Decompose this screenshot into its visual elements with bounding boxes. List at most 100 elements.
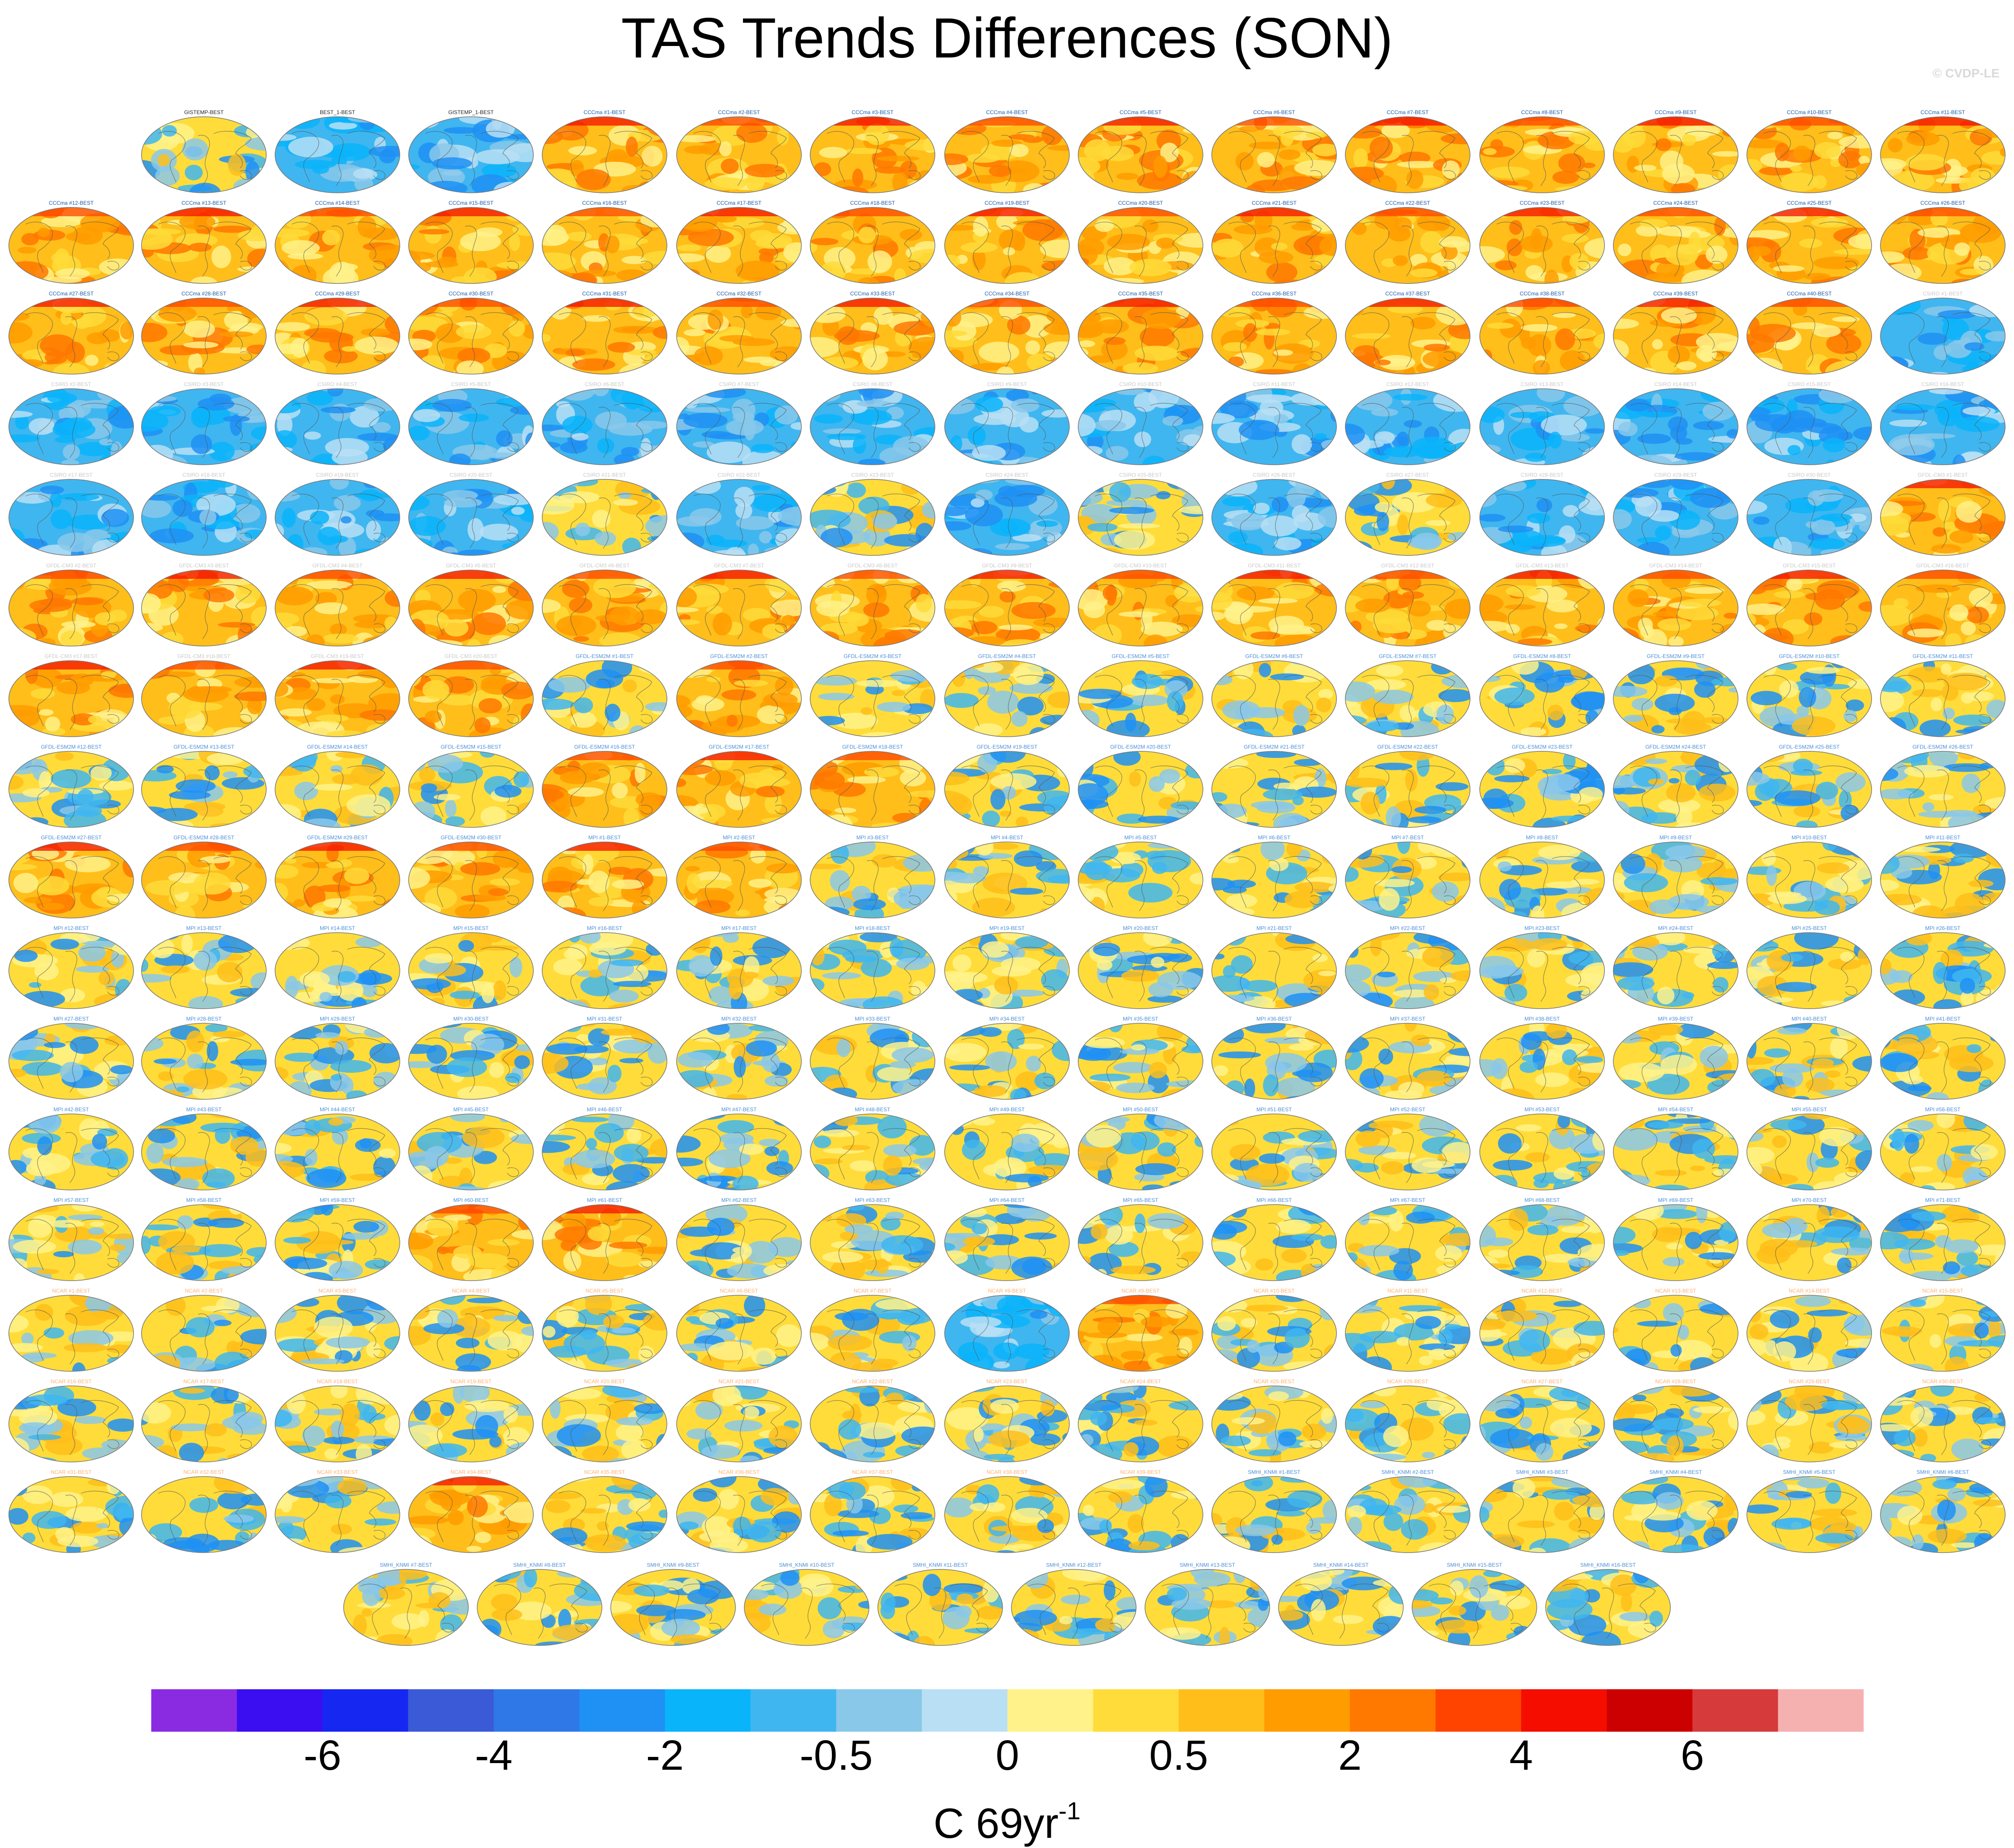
arctic-warming-band — [142, 207, 266, 216]
map-anomaly-patch — [1078, 689, 1122, 699]
map-panel-svg — [1880, 479, 2006, 556]
map-anomaly-patch — [1753, 516, 1770, 525]
map-panel: CSIRO #16-BEST — [1880, 381, 2006, 469]
map-panel-svg — [1078, 479, 1203, 556]
panel-title: CSIRO #27-BEST — [1386, 472, 1429, 478]
map-anomaly-patch — [1212, 661, 1221, 666]
map-anomaly-patch — [831, 268, 846, 276]
map-anomaly-patch — [865, 123, 889, 145]
map-panel-svg — [944, 751, 1070, 828]
map-anomaly-patch — [1410, 317, 1436, 329]
map-outline — [1479, 116, 1605, 193]
map-panel: CSIRO #6-BEST — [541, 381, 668, 469]
map-panel: CCCma #1-BEST — [541, 109, 668, 197]
map-anomaly-patch — [333, 495, 361, 511]
map-anomaly-patch — [1345, 720, 1359, 737]
map-anomaly-patch — [1412, 532, 1442, 550]
map-anomaly-patch — [945, 454, 957, 465]
map-anomaly-patch — [503, 361, 525, 370]
coastline — [1043, 351, 1055, 361]
map-anomaly-patch — [877, 702, 911, 712]
map-anomaly-patch — [145, 880, 188, 895]
map-outline — [275, 116, 400, 193]
map-panel-svg — [408, 207, 534, 284]
map-outline — [408, 298, 534, 375]
map-anomaly-patch — [1480, 514, 1506, 522]
map-anomaly-patch — [360, 328, 391, 337]
map-anomaly-patch — [1904, 765, 1950, 778]
map-anomaly-patch — [1311, 217, 1336, 232]
map-anomaly-patch — [1260, 515, 1298, 537]
map-anomaly-patch — [1424, 344, 1450, 352]
coastline — [559, 131, 586, 183]
map-anomaly-patch — [1651, 725, 1665, 734]
map-anomaly-patch — [834, 807, 857, 813]
panel-title: GFDL-ESM2M #21-BEST — [1244, 744, 1305, 750]
map-anomaly-patch — [474, 717, 491, 733]
map-anomaly-patch — [873, 306, 893, 325]
map-anomaly-patch — [211, 245, 231, 268]
map-anomaly-patch — [966, 153, 1000, 163]
map-anomaly-patch — [1317, 909, 1336, 916]
panel-title: GFDL-ESM2M #18-BEST — [842, 744, 903, 750]
map-anomaly-patch — [1079, 453, 1094, 465]
map-anomaly-patch — [1883, 263, 1922, 282]
coastline — [1310, 351, 1322, 361]
map-anomaly-patch — [570, 160, 584, 177]
map-anomaly-patch — [114, 933, 134, 939]
panel-title: GFDL-ESM2M #7-BEST — [1378, 653, 1437, 659]
map-anomaly-patch — [218, 933, 257, 953]
map-anomaly-patch — [1082, 298, 1105, 310]
map-anomaly-patch — [569, 272, 597, 283]
map-panel: CCCma #32-BEST — [676, 290, 802, 379]
panel-title: GFDL-ESM2M #15-BEST — [440, 744, 502, 750]
map-panel: CCCma #28-BEST — [141, 290, 267, 379]
map-panel-svg — [408, 116, 534, 193]
map-anomaly-patch — [413, 549, 432, 555]
map-anomaly-patch — [893, 436, 930, 456]
map-anomaly-patch — [904, 139, 935, 151]
map-panel: GFDL-ESM2M #1-BEST — [541, 653, 668, 741]
arctic-warming-band — [275, 298, 400, 307]
map-anomaly-patch — [1480, 635, 1502, 646]
coastline — [1134, 316, 1147, 367]
coastline — [1417, 131, 1455, 168]
map-anomaly-patch — [416, 117, 431, 120]
map-anomaly-patch — [433, 399, 472, 412]
arctic-warming-band — [542, 207, 667, 216]
map-anomaly-patch — [219, 331, 253, 337]
map-anomaly-patch — [1369, 137, 1393, 159]
map-panel-svg — [141, 842, 267, 918]
map-anomaly-patch — [988, 165, 1012, 177]
map-panel: MPI #10-BEST — [1746, 834, 1872, 922]
map-panel: CSIRO #2-BEST — [8, 381, 134, 469]
coastline — [1176, 260, 1189, 271]
map-anomaly-patch — [364, 398, 400, 412]
map-panel-svg — [1078, 570, 1203, 647]
map-anomaly-patch — [1444, 820, 1470, 827]
map-anomaly-patch — [1078, 340, 1095, 348]
map-panel: CSIRO #1-BEST — [1880, 290, 2006, 379]
map-anomaly-patch — [1084, 139, 1111, 161]
arctic-warming-band — [409, 570, 533, 579]
coastline — [866, 316, 879, 367]
map-anomaly-patch — [1666, 783, 1696, 803]
panel-title: CCCma #16-BEST — [582, 200, 627, 206]
map-anomaly-patch — [246, 298, 266, 302]
map-anomaly-patch — [996, 366, 1014, 374]
map-anomaly-patch — [189, 276, 218, 283]
map-anomaly-patch — [542, 880, 578, 893]
map-anomaly-patch — [1439, 236, 1467, 248]
coastline — [733, 226, 745, 277]
map-anomaly-patch — [60, 311, 72, 325]
map-panel-svg — [1345, 479, 1470, 556]
map-panel-svg — [275, 842, 400, 918]
map-anomaly-patch — [241, 302, 261, 319]
map-anomaly-patch — [24, 550, 45, 555]
map-anomaly-patch — [493, 494, 533, 505]
map-anomaly-patch — [714, 215, 737, 223]
map-anomaly-patch — [1623, 715, 1643, 722]
arctic-warming-band — [677, 842, 801, 851]
map-anomaly-patch — [25, 663, 38, 684]
map-anomaly-patch — [651, 908, 667, 916]
